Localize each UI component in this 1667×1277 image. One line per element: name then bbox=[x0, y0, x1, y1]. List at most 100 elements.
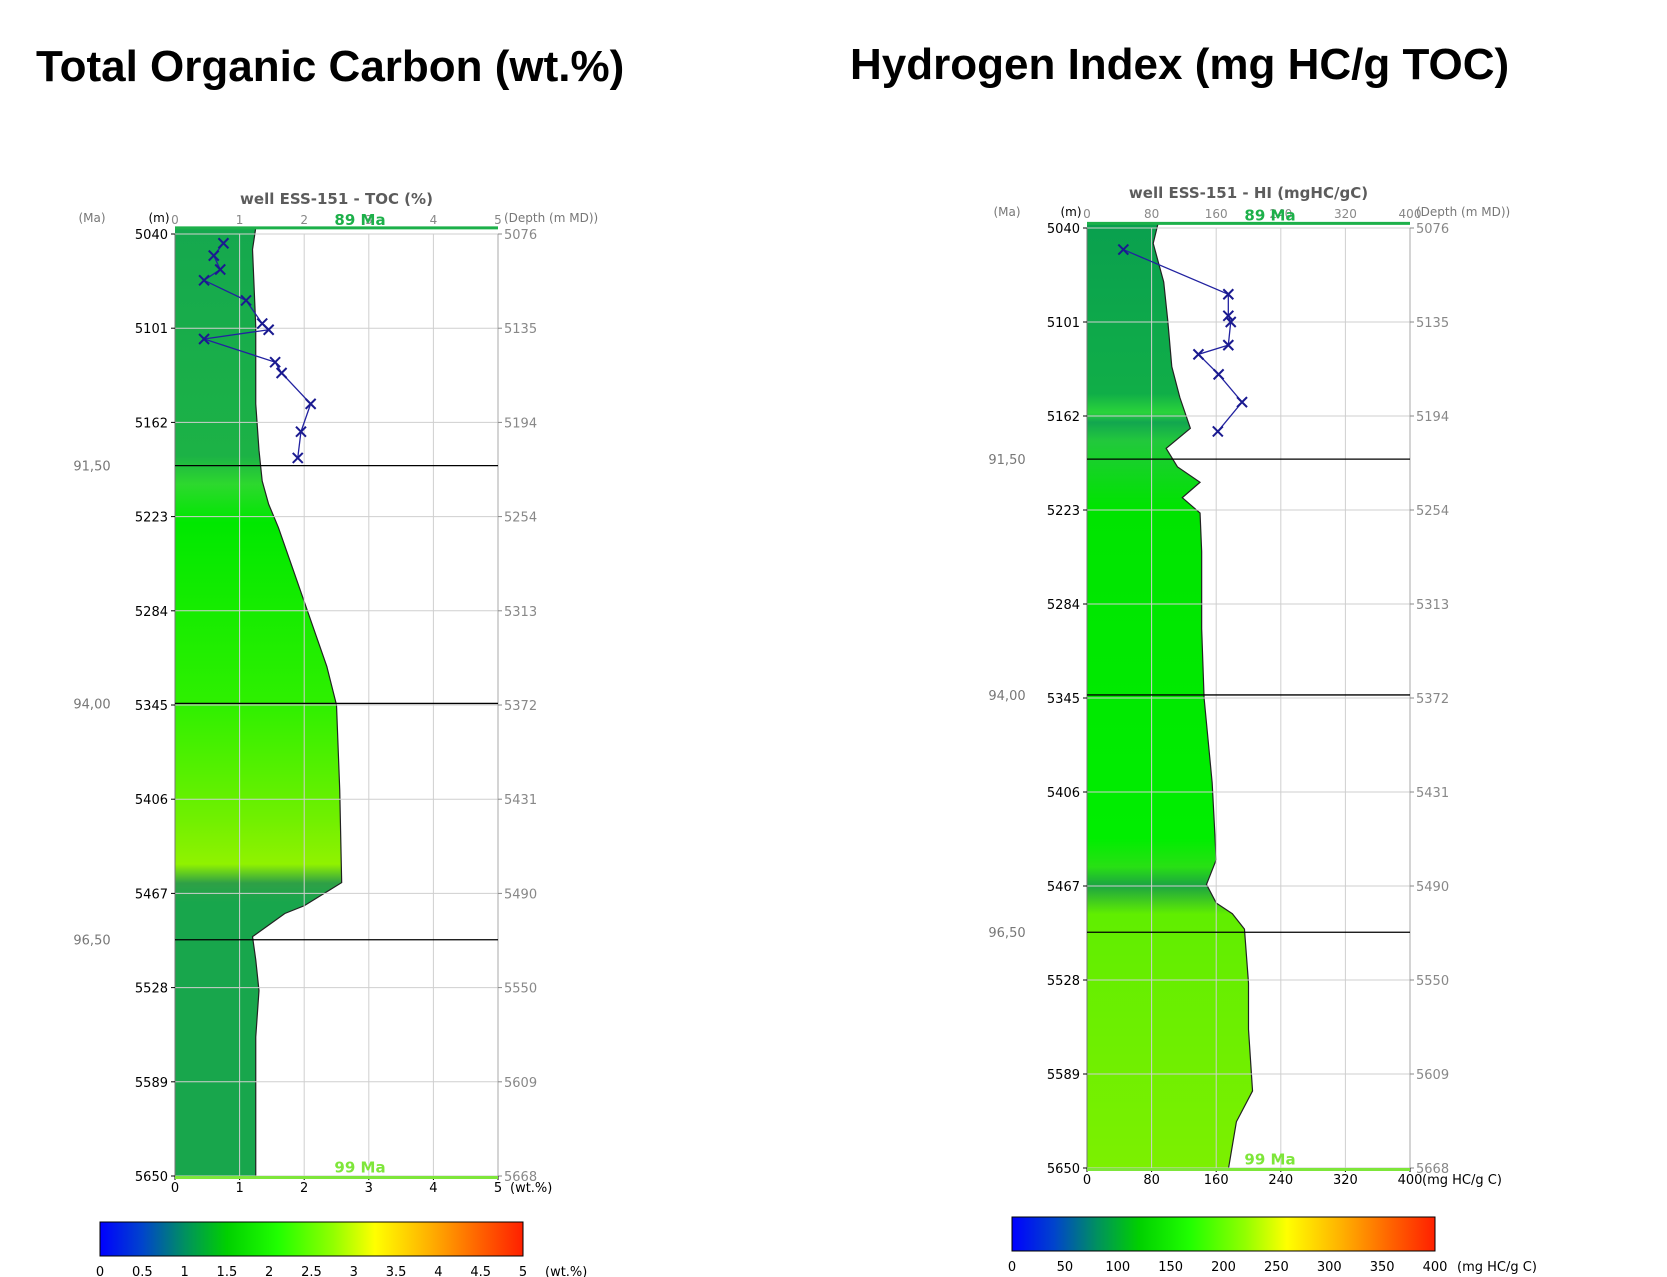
depth-tick-label: 5589 bbox=[1047, 1068, 1080, 1083]
md-tick-label: 5372 bbox=[1416, 692, 1449, 707]
colorbar-unit-label: (mg HC/g C) bbox=[1457, 1260, 1537, 1275]
age-label: 96,50 bbox=[73, 934, 110, 949]
measured-point bbox=[1192, 348, 1205, 361]
modeled-profile-line bbox=[1152, 223, 1254, 1170]
colorbar-tick-label: 4.5 bbox=[470, 1265, 491, 1277]
modeled-profile-area bbox=[175, 227, 342, 1178]
depth-tick-label: 5467 bbox=[135, 887, 168, 902]
md-tick-label: 5550 bbox=[504, 982, 537, 997]
age-axis-label: (Ma) bbox=[78, 211, 105, 225]
chart-title: well ESS-151 - TOC (%) bbox=[240, 190, 433, 208]
x-tick-label-bottom: 320 bbox=[1333, 1173, 1358, 1188]
measured-point bbox=[208, 249, 220, 262]
md-tick-label: 5076 bbox=[504, 228, 537, 243]
measured-point bbox=[1117, 243, 1130, 256]
x-tick-label-bottom: 5 bbox=[494, 1181, 502, 1196]
x-tick-label-bottom: 80 bbox=[1143, 1173, 1160, 1188]
age-label: 94,00 bbox=[988, 689, 1025, 704]
measured-point bbox=[262, 324, 275, 336]
measured-point bbox=[275, 367, 288, 379]
x-tick-label-top: 3 bbox=[365, 213, 373, 227]
depth-tick-label: 5467 bbox=[1047, 880, 1080, 895]
measured-point bbox=[304, 398, 317, 410]
colorbar-tick-label: 0.5 bbox=[132, 1265, 153, 1277]
x-unit-label: (wt.%) bbox=[510, 1181, 552, 1196]
md-axis-label: (Depth (m MD)) bbox=[504, 211, 598, 225]
colorbar-tick-label: 0 bbox=[1008, 1260, 1016, 1275]
x-tick-label-top: 80 bbox=[1144, 207, 1159, 221]
colorbar-tick-label: 100 bbox=[1105, 1260, 1130, 1275]
measured-point bbox=[1212, 425, 1224, 438]
measured-point bbox=[269, 356, 281, 368]
md-axis-label: (Depth (m MD)) bbox=[1416, 205, 1510, 219]
measured-point bbox=[217, 237, 230, 249]
colorbar-tick-label: 350 bbox=[1370, 1260, 1395, 1275]
depth-axis-label: (m) bbox=[1060, 205, 1081, 219]
x-tick-label-bottom: 240 bbox=[1268, 1173, 1293, 1188]
depth-tick-label: 5589 bbox=[135, 1076, 168, 1091]
md-tick-label: 5194 bbox=[504, 416, 537, 431]
md-tick-label: 5490 bbox=[504, 887, 537, 902]
bottom-marker-label: 99 Ma bbox=[1244, 1151, 1295, 1169]
md-tick-label: 5431 bbox=[1416, 786, 1449, 801]
x-tick-label-bottom: 1 bbox=[235, 1181, 243, 1196]
colorbar-tick-label: 2.5 bbox=[301, 1265, 322, 1277]
measured-point bbox=[292, 452, 304, 464]
colorbar-tick-label: 2 bbox=[265, 1265, 273, 1277]
age-label: 91,50 bbox=[988, 453, 1025, 468]
colorbar-tick-label: 4 bbox=[434, 1265, 442, 1277]
md-tick-label: 5135 bbox=[1416, 316, 1449, 331]
md-tick-label: 5668 bbox=[504, 1170, 537, 1185]
depth-tick-label: 5162 bbox=[1047, 410, 1080, 425]
measured-point bbox=[1236, 396, 1248, 408]
depth-tick-label: 5101 bbox=[135, 322, 168, 337]
md-tick-label: 5490 bbox=[1416, 880, 1449, 895]
colorbar-tick-label: 300 bbox=[1317, 1260, 1342, 1275]
colorbar-tick-label: 5 bbox=[519, 1265, 527, 1277]
md-tick-label: 5550 bbox=[1416, 974, 1449, 989]
depth-tick-label: 5284 bbox=[135, 605, 168, 620]
measured-point bbox=[240, 294, 252, 307]
depth-tick-label: 5101 bbox=[1047, 316, 1080, 331]
x-tick-label-top: 0 bbox=[1083, 207, 1091, 221]
depth-tick-label: 5528 bbox=[1047, 974, 1080, 989]
measured-point bbox=[198, 274, 210, 287]
colorbar-unit-label: (wt.%) bbox=[545, 1265, 587, 1277]
measured-point bbox=[1225, 316, 1237, 328]
md-tick-label: 5609 bbox=[504, 1076, 537, 1091]
colorbar-tick-label: 250 bbox=[1264, 1260, 1289, 1275]
colorbar-tick-label: 200 bbox=[1211, 1260, 1236, 1275]
measured-point bbox=[198, 333, 210, 345]
age-axis-label: (Ma) bbox=[993, 205, 1020, 219]
colorbar-tick-label: 3 bbox=[350, 1265, 358, 1277]
depth-tick-label: 5406 bbox=[1047, 786, 1080, 801]
x-tick-label-top: 4 bbox=[430, 213, 438, 227]
depth-axis-label: (m) bbox=[148, 211, 169, 225]
modeled-profile-area bbox=[1087, 223, 1253, 1170]
colorbar-tick-label: 0 bbox=[96, 1265, 104, 1277]
depth-tick-label: 5040 bbox=[135, 228, 168, 243]
md-tick-label: 5194 bbox=[1416, 410, 1449, 425]
hi-chart: well ESS-151 - HI (mgHC/gC) (Ma) (m) (Depth… bbox=[988, 184, 1537, 1275]
measured-point bbox=[1222, 310, 1235, 322]
chart-title: well ESS-151 - HI (mgHC/gC) bbox=[1129, 184, 1368, 202]
bottom-marker-label: 99 Ma bbox=[334, 1159, 385, 1177]
depth-tick-label: 5223 bbox=[1047, 504, 1080, 519]
x-tick-label-top: 1 bbox=[236, 213, 244, 227]
x-tick-label-top: 320 bbox=[1334, 207, 1357, 221]
depth-tick-label: 5345 bbox=[1047, 692, 1080, 707]
md-tick-label: 5609 bbox=[1416, 1068, 1449, 1083]
x-tick-label-top: 5 bbox=[494, 213, 502, 227]
age-label: 94,00 bbox=[73, 697, 110, 712]
modeled-profile-line bbox=[251, 227, 343, 1178]
toc-heading: Total Organic Carbon (wt.%) bbox=[36, 42, 625, 91]
x-tick-label-bottom: 400 bbox=[1398, 1173, 1423, 1188]
x-tick-label-top: 0 bbox=[171, 213, 179, 227]
md-tick-label: 5313 bbox=[1416, 598, 1449, 613]
x-tick-label-bottom: 3 bbox=[365, 1181, 373, 1196]
depth-tick-label: 5650 bbox=[1047, 1162, 1080, 1177]
depth-tick-label: 5162 bbox=[135, 416, 168, 431]
hi-heading: Hydrogen Index (mg HC/g TOC) bbox=[850, 40, 1510, 89]
x-tick-label-bottom: 4 bbox=[429, 1181, 437, 1196]
measured-point bbox=[1222, 339, 1235, 351]
